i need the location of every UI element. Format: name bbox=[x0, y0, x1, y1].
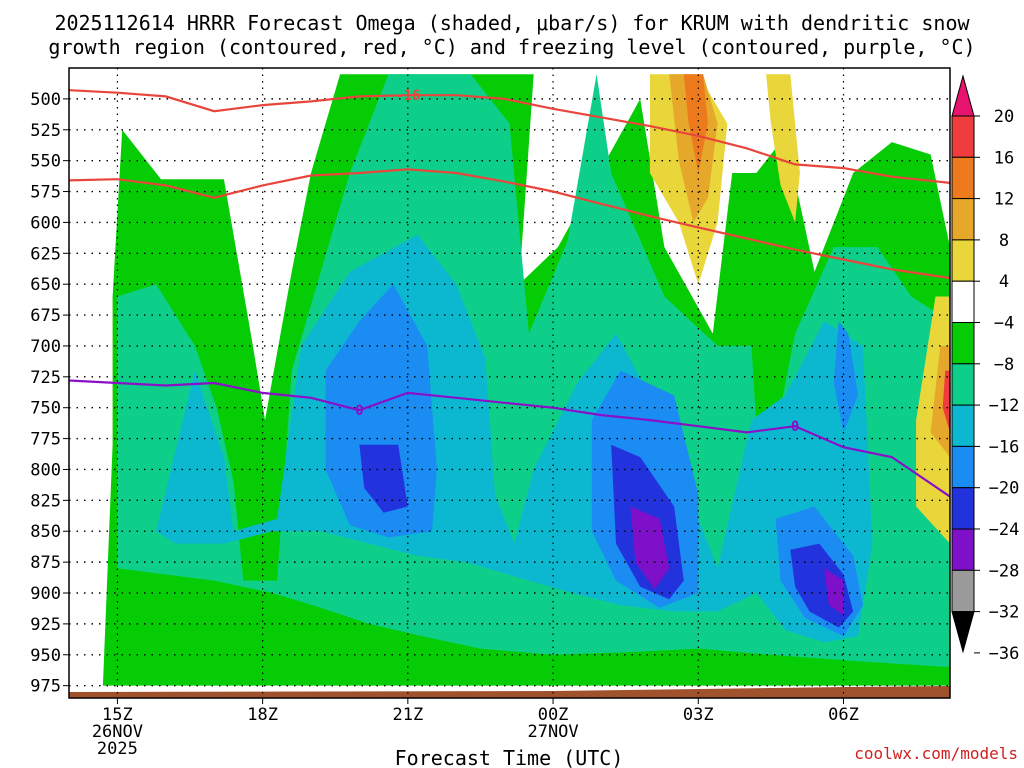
colorbar-label: 16 bbox=[994, 148, 1014, 168]
y-tick-label: 525 bbox=[30, 121, 61, 141]
colorbar-segment bbox=[951, 239, 975, 282]
freezing-level-line-label: 0 bbox=[355, 403, 363, 419]
colorbar-label: 4 bbox=[999, 272, 1009, 292]
colorbar-label: −8 bbox=[994, 355, 1014, 375]
colorbar-label: −16 bbox=[989, 437, 1020, 457]
y-tick-label: 950 bbox=[30, 646, 61, 666]
x-tick-label: 18Z bbox=[247, 705, 278, 725]
colorbar-segment bbox=[951, 487, 975, 530]
x-tick-label: 00Z bbox=[538, 705, 569, 725]
colorbar-segment bbox=[951, 198, 975, 241]
colorbar-label: 20 bbox=[994, 107, 1014, 127]
x-tick-label: 03Z bbox=[683, 705, 714, 725]
y-tick-label: 975 bbox=[30, 677, 61, 697]
colorbar-label: −32 bbox=[989, 603, 1020, 623]
y-tick-label: 550 bbox=[30, 152, 61, 172]
colorbar-label: −12 bbox=[989, 396, 1020, 416]
colorbar-label: −28 bbox=[989, 561, 1020, 581]
x-axis-label: Forecast Time (UTC) bbox=[395, 746, 624, 768]
temp-contour-minus12 bbox=[69, 168, 950, 280]
freezing-level-line-label-2: 0 bbox=[791, 419, 799, 435]
y-tick-label: 875 bbox=[30, 553, 61, 573]
y-tick-label: 900 bbox=[30, 584, 61, 604]
x-tick-label: 15Z bbox=[102, 705, 133, 725]
omega-region-11 bbox=[824, 568, 844, 616]
colorbar-label: −24 bbox=[989, 520, 1020, 540]
colorbar-label: −4 bbox=[994, 314, 1014, 334]
y-tick-label: 700 bbox=[30, 337, 61, 357]
x-tick-year: 2025 bbox=[97, 739, 138, 759]
omega-shading bbox=[69, 74, 950, 698]
colorbar-top-arrow bbox=[951, 74, 975, 117]
colorbar-label: −36 bbox=[989, 644, 1020, 664]
colorbar-label: −20 bbox=[989, 479, 1020, 499]
y-tick-label: 650 bbox=[30, 275, 61, 295]
colorbar-bottom-arrow bbox=[951, 611, 975, 654]
colorbar-label: 12 bbox=[994, 190, 1014, 210]
colorbar-segment bbox=[951, 445, 975, 489]
y-tick-label: 725 bbox=[30, 368, 61, 388]
colorbar-segment bbox=[951, 528, 975, 571]
colorbar-segment bbox=[951, 322, 975, 365]
omega-region-18 bbox=[942, 370, 950, 433]
colorbar-label: 8 bbox=[999, 231, 1009, 251]
x-tick-date: 27NOV bbox=[527, 722, 578, 742]
y-tick-label: 575 bbox=[30, 183, 61, 203]
y-tick-label: 750 bbox=[30, 399, 61, 419]
y-tick-label: 825 bbox=[30, 491, 61, 511]
y-tick-label: 775 bbox=[30, 430, 61, 450]
colorbar-segment bbox=[951, 363, 975, 406]
x-tick-label: 06Z bbox=[828, 705, 859, 725]
omega-region-3 bbox=[325, 284, 437, 538]
freezing-level-line bbox=[69, 379, 950, 498]
grid-lines bbox=[69, 68, 950, 698]
chart-subtitle: growth region (contoured, red, °C) and f… bbox=[48, 35, 975, 59]
y-tick-label: 850 bbox=[30, 522, 61, 542]
y-tick-label: 925 bbox=[30, 615, 61, 635]
x-tick-date: 26NOV bbox=[92, 722, 143, 742]
y-tick-label: 625 bbox=[30, 244, 61, 264]
colorbar: 20 16 12 8 4 −4 −8 −12 −16 −20 −24 −28 −32 −36 bbox=[951, 74, 1020, 664]
omega-region-10 bbox=[630, 506, 670, 590]
omega-region-13 bbox=[766, 74, 800, 223]
y-tick-label: 800 bbox=[30, 460, 61, 480]
ground-surface bbox=[69, 686, 950, 698]
y-tick-label: 675 bbox=[30, 306, 61, 326]
colorbar-segment bbox=[951, 115, 975, 158]
omega-region-7 bbox=[359, 444, 408, 513]
temp-contour-minus16 bbox=[69, 89, 950, 184]
y-axis-ticks: 500 525 550 575 600 625 650 675 700 725 750 775 800 8… bbox=[30, 90, 69, 697]
colorbar-segment bbox=[951, 569, 975, 613]
colorbar-segment bbox=[951, 156, 975, 200]
x-tick-label: 21Z bbox=[392, 705, 423, 725]
colorbar-segment bbox=[951, 280, 975, 324]
credit-link[interactable]: coolwx.com/models bbox=[854, 744, 1018, 763]
chart-title: 2025112614 HRRR Forecast Omega (shaded, … bbox=[54, 11, 970, 35]
plot-frame bbox=[68, 67, 951, 699]
omega-region-6 bbox=[833, 321, 858, 433]
omega-region-17 bbox=[683, 74, 708, 173]
y-tick-label: 600 bbox=[30, 213, 61, 233]
colorbar-segment bbox=[951, 404, 975, 447]
y-tick-label: 500 bbox=[30, 90, 61, 110]
temp-contour-minus16-label: -16 bbox=[395, 88, 420, 104]
contour-lines: -16 0 0 bbox=[69, 88, 950, 498]
